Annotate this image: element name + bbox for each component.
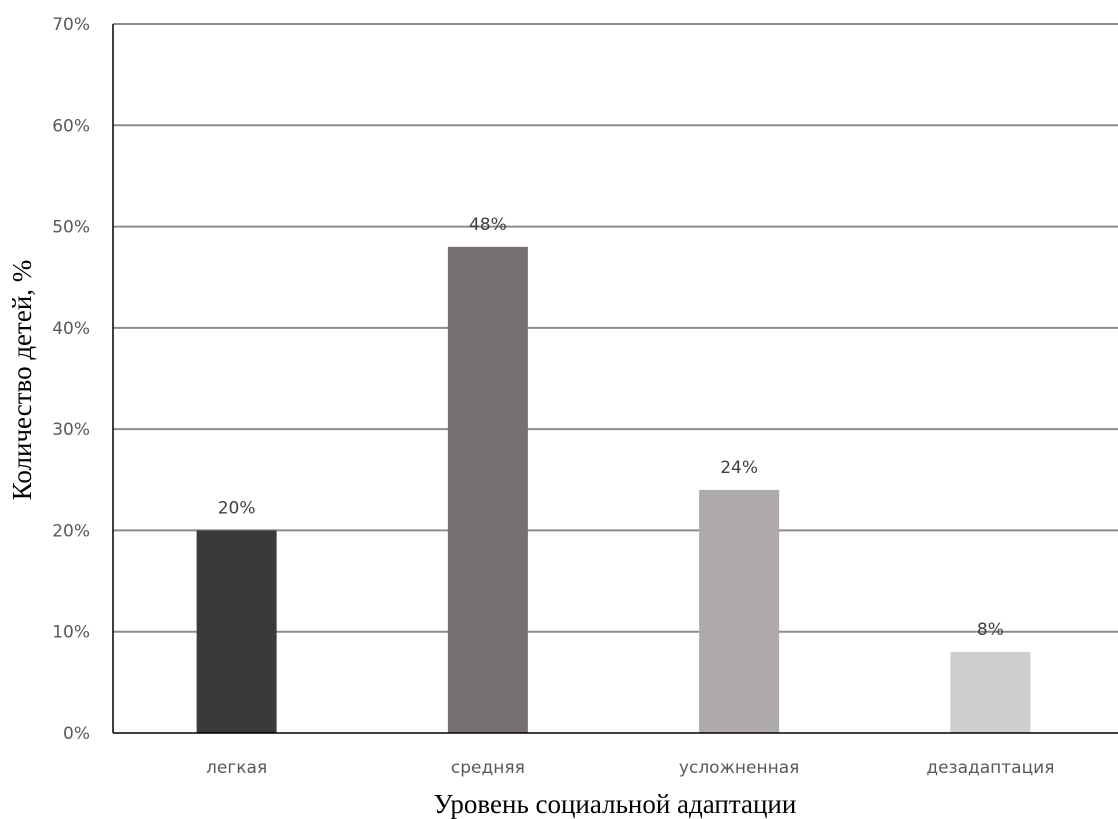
x-tick-label: легкая xyxy=(206,758,267,778)
y-tick-label: 0% xyxy=(63,724,90,744)
data-label: 20% xyxy=(218,498,256,518)
y-tick-label: 10% xyxy=(52,623,90,643)
bars xyxy=(196,246,1031,734)
data-label: 48% xyxy=(469,215,507,235)
y-tick-label: 40% xyxy=(52,319,90,339)
y-tick-label: 60% xyxy=(52,116,90,136)
gridlines xyxy=(113,23,1118,633)
y-tick-label: 70% xyxy=(52,15,90,35)
bar-4 xyxy=(950,651,1031,733)
y-tick-label: 30% xyxy=(52,420,90,440)
data-label: 8% xyxy=(977,620,1004,640)
data-labels: 20% 48% 24% 8% xyxy=(218,215,1004,640)
y-axis-title: Количество детей, % xyxy=(7,260,37,501)
y-tick-labels: 0% 10% 20% 30% 40% 50% 60% 70% xyxy=(52,15,90,744)
bar-3 xyxy=(699,489,780,733)
bar-1 xyxy=(196,530,277,733)
x-tick-label: дезадаптация xyxy=(926,758,1054,778)
data-label: 24% xyxy=(720,458,758,478)
y-tick-label: 20% xyxy=(52,521,90,541)
x-tick-label: усложненная xyxy=(679,758,799,778)
x-axis-title: Уровень социальной адаптации xyxy=(434,789,797,819)
bar-2 xyxy=(447,246,528,734)
y-tick-label: 50% xyxy=(52,218,90,238)
x-tick-labels: легкая средняя усложненная дезадаптация xyxy=(206,758,1054,778)
x-tick-label: средняя xyxy=(451,758,525,778)
